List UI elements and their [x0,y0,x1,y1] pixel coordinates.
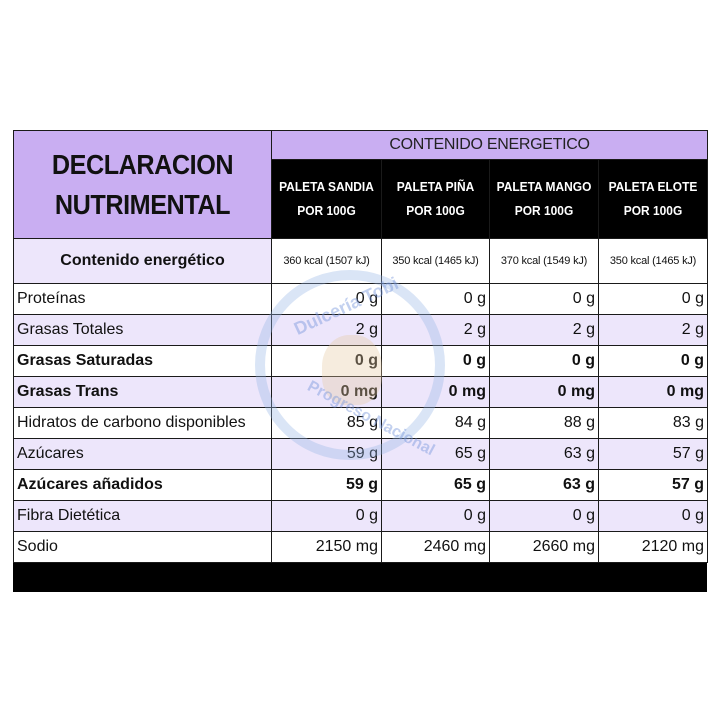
energy-value: 350 kcal (1465 kJ) [381,238,490,284]
table-row: Azúcares 59 g 65 g 63 g 57 g [13,438,708,470]
nutrient-value: 65 g [381,469,490,501]
nutrient-value: 2120 mg [598,531,708,563]
energy-value: 350 kcal (1465 kJ) [598,238,708,284]
nutrient-value: 63 g [489,469,599,501]
energy-value: 370 kcal (1549 kJ) [489,238,599,284]
nutrient-value: 0 mg [271,376,382,408]
nutrient-value: 0 g [598,283,708,315]
table-row: Sodio 2150 mg 2460 mg 2660 mg 2120 mg [13,531,708,563]
nutrient-value: 88 g [489,407,599,439]
nutrient-value: 63 g [489,438,599,470]
nutrient-value: 0 g [489,500,599,532]
table-row: Grasas Trans 0 mg 0 mg 0 mg 0 mg [13,376,708,408]
title-line-2: NUTRIMENTAL [54,188,231,220]
product-header: PALETA ELOTE POR 100G [598,159,708,239]
nutrient-value: 0 g [271,345,382,377]
nutrient-value: 0 g [271,283,382,315]
product-header: PALETA MANGO POR 100G [489,159,599,239]
nutrient-value: 0 g [598,345,708,377]
nutrient-label: Grasas Saturadas [13,345,272,377]
nutrient-value: 84 g [381,407,490,439]
nutrient-value: 0 g [489,283,599,315]
nutrient-value: 0 mg [381,376,490,408]
energy-content-header: CONTENIDO ENERGETICO [271,130,708,160]
table-title: DECLARACION NUTRIMENTAL [13,130,272,239]
title-line-1: DECLARACION [51,148,234,180]
nutrition-table: DECLARACION NUTRIMENTAL CONTENIDO ENERGE… [13,130,708,563]
nutrient-value: 0 mg [489,376,599,408]
nutrient-value: 0 g [381,283,490,315]
nutrient-value: 57 g [598,469,708,501]
nutrient-value: 2 g [489,314,599,346]
nutrient-value: 0 g [271,500,382,532]
nutrient-value: 83 g [598,407,708,439]
nutrient-value: 2150 mg [271,531,382,563]
nutrient-value: 0 g [381,345,490,377]
nutrient-value: 57 g [598,438,708,470]
nutrition-table-container: DECLARACION NUTRIMENTAL CONTENIDO ENERGE… [13,130,708,592]
nutrient-value: 59 g [271,469,382,501]
nutrient-value: 85 g [271,407,382,439]
nutrient-value: 59 g [271,438,382,470]
nutrient-label: Azúcares [13,438,272,470]
nutrient-label: Azúcares añadidos [13,469,272,501]
nutrient-label: Proteínas [13,283,272,315]
nutrient-label: Fibra Dietética [13,500,272,532]
energy-value: 360 kcal (1507 kJ) [271,238,382,284]
table-row: Azúcares añadidos 59 g 65 g 63 g 57 g [13,469,708,501]
nutrient-value: 0 g [381,500,490,532]
product-header: PALETA SANDIA POR 100G [271,159,382,239]
nutrient-value: 0 g [598,500,708,532]
nutrient-value: 65 g [381,438,490,470]
nutrient-value: 0 g [489,345,599,377]
nutrient-value: 2 g [598,314,708,346]
nutrient-value: 2 g [381,314,490,346]
nutrient-value: 2460 mg [381,531,490,563]
nutrient-value: 0 mg [598,376,708,408]
nutrient-value: 2 g [271,314,382,346]
product-header: PALETA PIÑA POR 100G [381,159,490,239]
energy-row: Contenido energético 360 kcal (1507 kJ) … [13,238,708,284]
nutrient-label: Hidratos de carbono disponibles [13,407,272,439]
nutrient-value: 2660 mg [489,531,599,563]
nutrient-label: Grasas Totales [13,314,272,346]
nutrient-label: Grasas Trans [13,376,272,408]
nutrient-label: Sodio [13,531,272,563]
energy-label: Contenido energético [13,238,272,284]
